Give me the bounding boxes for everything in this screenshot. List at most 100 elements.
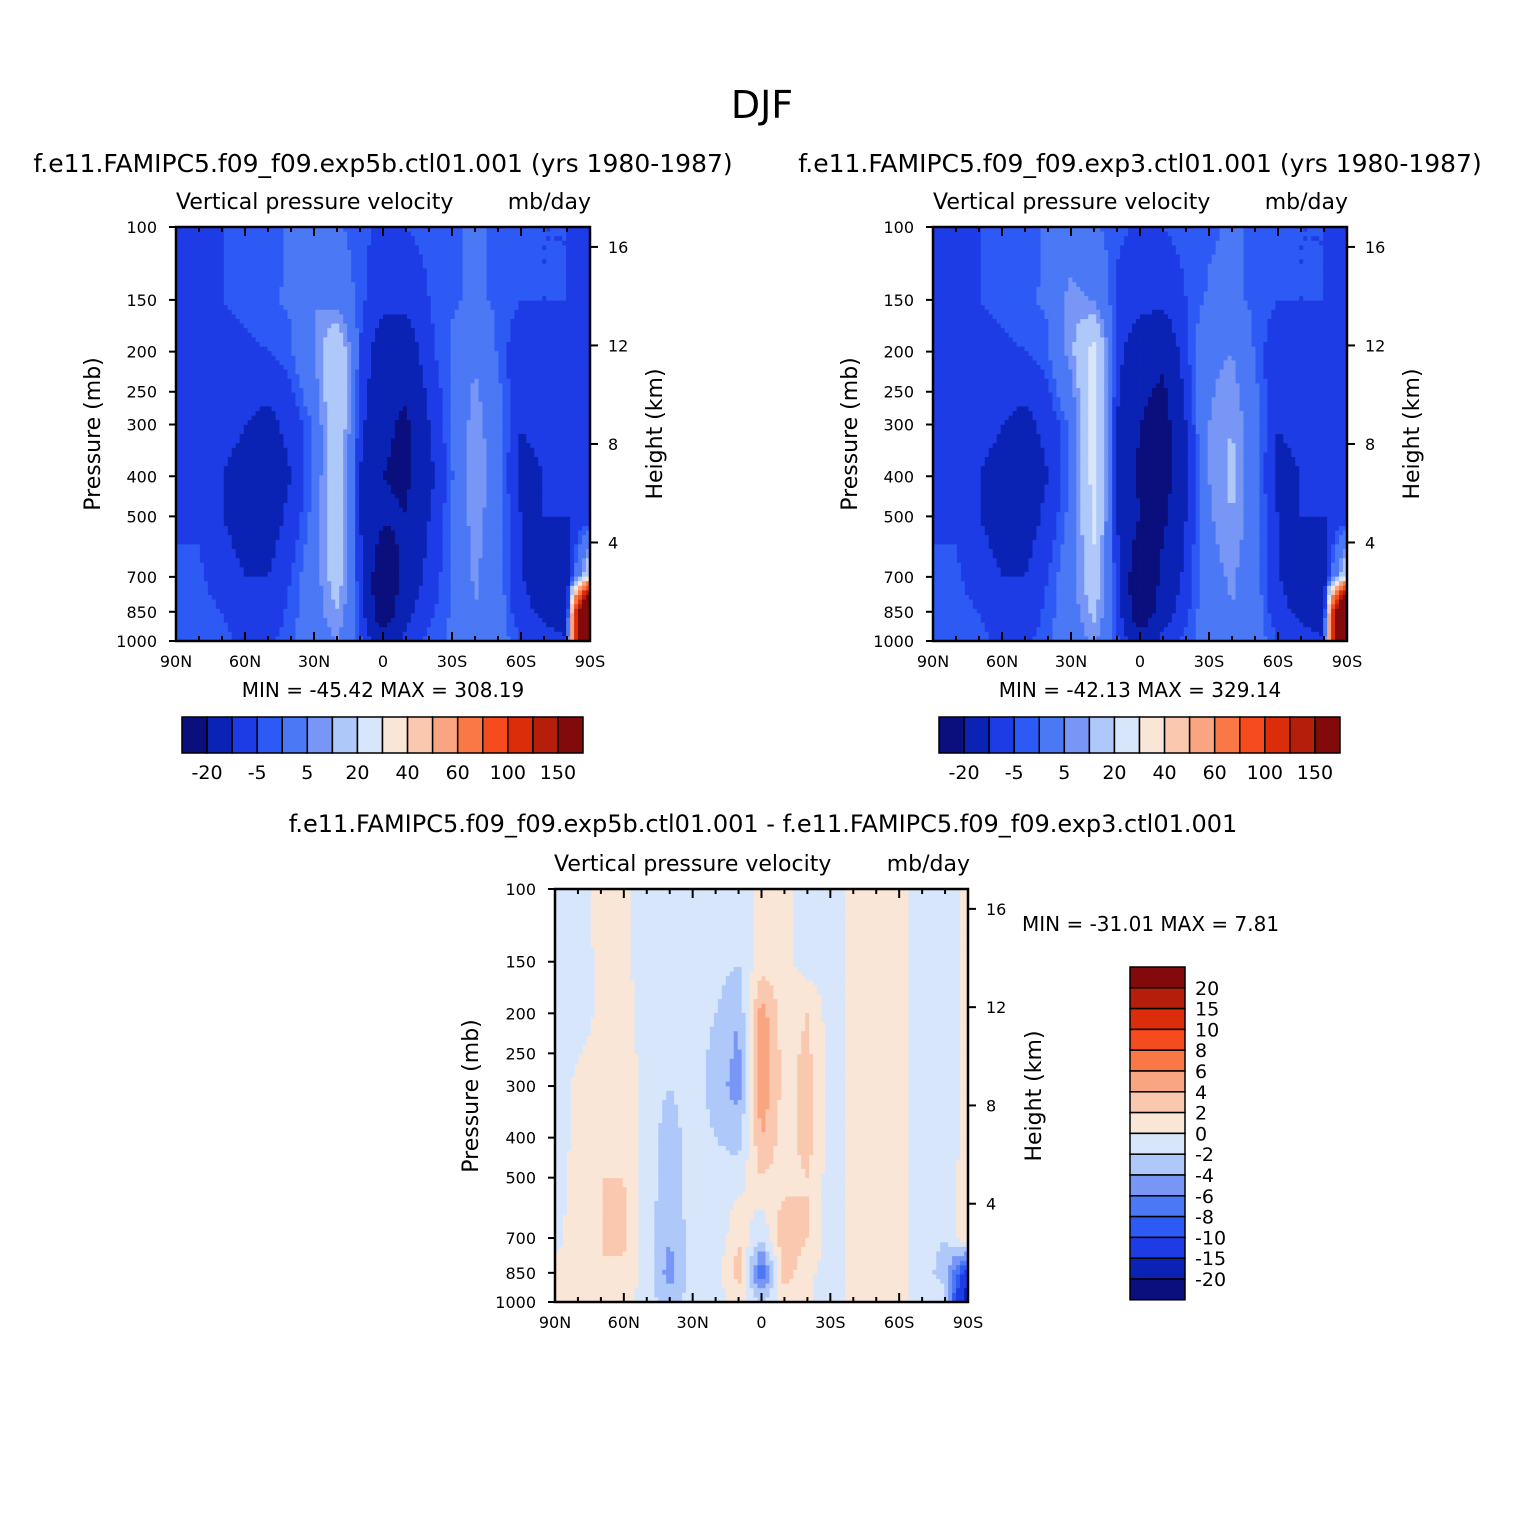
- heatmap-cell: [386, 351, 392, 357]
- heatmap-cell: [522, 332, 527, 338]
- heatmap-cell: [570, 374, 575, 380]
- heatmap-cell: [283, 319, 289, 325]
- heatmap-cell: [275, 273, 281, 279]
- heatmap-cell: [538, 319, 543, 325]
- heatmap-cell: [235, 351, 241, 357]
- heatmap-cell: [482, 424, 488, 430]
- heatmap-cell: [351, 245, 356, 251]
- heatmap-cell: [287, 415, 293, 421]
- heatmap-cell: [474, 231, 480, 237]
- heatmap-cell: [386, 305, 392, 311]
- heatmap-cell: [530, 240, 535, 246]
- heatmap-cell: [558, 291, 563, 297]
- heatmap-cell: [247, 273, 253, 279]
- heatmap-cell: [442, 259, 448, 265]
- heatmap-cell: [307, 429, 312, 435]
- heatmap-cell: [263, 227, 269, 233]
- heatmap-cell: [506, 277, 511, 283]
- heatmap-cell: [494, 309, 500, 315]
- heatmap-cell: [291, 383, 297, 389]
- heatmap-cell: [287, 411, 293, 417]
- heatmap-cell: [558, 245, 563, 251]
- heatmap-cell: [303, 291, 308, 297]
- heatmap-cell: [438, 438, 444, 444]
- heatmap-cell: [510, 420, 515, 426]
- heatmap-cell: [462, 250, 468, 256]
- heatmap-cell: [414, 360, 420, 366]
- heatmap-cell: [176, 250, 181, 256]
- heatmap-cell: [530, 420, 535, 426]
- heatmap-cell: [315, 254, 320, 260]
- heatmap-cell: [263, 351, 269, 357]
- heatmap-cell: [454, 236, 460, 242]
- heatmap-cell: [526, 392, 531, 398]
- heatmap-cell: [458, 406, 464, 412]
- heatmap-cell: [267, 406, 273, 412]
- heatmap-cell: [251, 424, 257, 430]
- heatmap-cell: [430, 227, 436, 233]
- heatmap-cell: [339, 388, 344, 394]
- heatmap-cell: [315, 236, 320, 242]
- heatmap-cell: [355, 401, 360, 407]
- heatmap-cell: [331, 227, 336, 233]
- heatmap-cell: [279, 337, 285, 343]
- heatmap-cell: [211, 286, 217, 292]
- heatmap-cell: [315, 282, 320, 288]
- heatmap-cell: [406, 240, 412, 246]
- heatmap-cell: [231, 443, 237, 449]
- heatmap-cell: [570, 300, 575, 306]
- heatmap-cell: [291, 392, 297, 398]
- heatmap-cell: [574, 369, 579, 375]
- heatmap-cell: [406, 227, 412, 233]
- heatmap-cell: [195, 434, 201, 440]
- heatmap-cell: [327, 401, 332, 407]
- heatmap-cell: [414, 296, 420, 302]
- heatmap-cell: [546, 314, 551, 320]
- heatmap-cell: [478, 323, 484, 329]
- heatmap-cell: [271, 415, 277, 421]
- heatmap-cell: [458, 429, 464, 435]
- heatmap-cell: [438, 282, 444, 288]
- heatmap-cell: [398, 300, 404, 306]
- heatmap-cell: [183, 429, 189, 435]
- heatmap-cell: [327, 282, 332, 288]
- heatmap-cell: [526, 378, 531, 384]
- heatmap-cell: [335, 259, 340, 265]
- heatmap-cell: [227, 250, 233, 256]
- heatmap-cell: [191, 369, 197, 375]
- heatmap-cell: [506, 250, 511, 256]
- heatmap-cell: [478, 434, 484, 440]
- heatmap-cell: [550, 259, 555, 265]
- heatmap-cell: [510, 360, 515, 366]
- heatmap-cell: [502, 438, 507, 444]
- heatmap-cell: [410, 314, 416, 320]
- heatmap-cell: [267, 383, 273, 389]
- heatmap-cell: [315, 424, 320, 430]
- heatmap-cell: [534, 254, 539, 260]
- heatmap-cell: [279, 415, 285, 421]
- heatmap-cell: [538, 392, 543, 398]
- heatmap-cell: [546, 342, 551, 348]
- heatmap-cell: [438, 323, 444, 329]
- heatmap-cell: [442, 273, 448, 279]
- heatmap-cell: [402, 443, 408, 449]
- heatmap-cell: [263, 360, 269, 366]
- heatmap-cell: [295, 415, 300, 421]
- heatmap-cell: [582, 378, 587, 384]
- heatmap-cell: [219, 337, 225, 343]
- heatmap-cell: [371, 277, 376, 283]
- heatmap-cell: [454, 240, 460, 246]
- heatmap-cell: [458, 286, 464, 292]
- heatmap-cell: [398, 332, 404, 338]
- heatmap-cell: [319, 300, 324, 306]
- heatmap-cell: [319, 424, 324, 430]
- heatmap-cell: [530, 309, 535, 315]
- heatmap-cell: [442, 351, 448, 357]
- heatmap-cell: [235, 254, 241, 260]
- heatmap-cell: [263, 319, 269, 325]
- heatmap-cell: [450, 365, 456, 371]
- heatmap-cell: [255, 420, 261, 426]
- heatmap-cell: [227, 424, 233, 430]
- heatmap-cell: [510, 424, 515, 430]
- heatmap-cell: [574, 351, 579, 357]
